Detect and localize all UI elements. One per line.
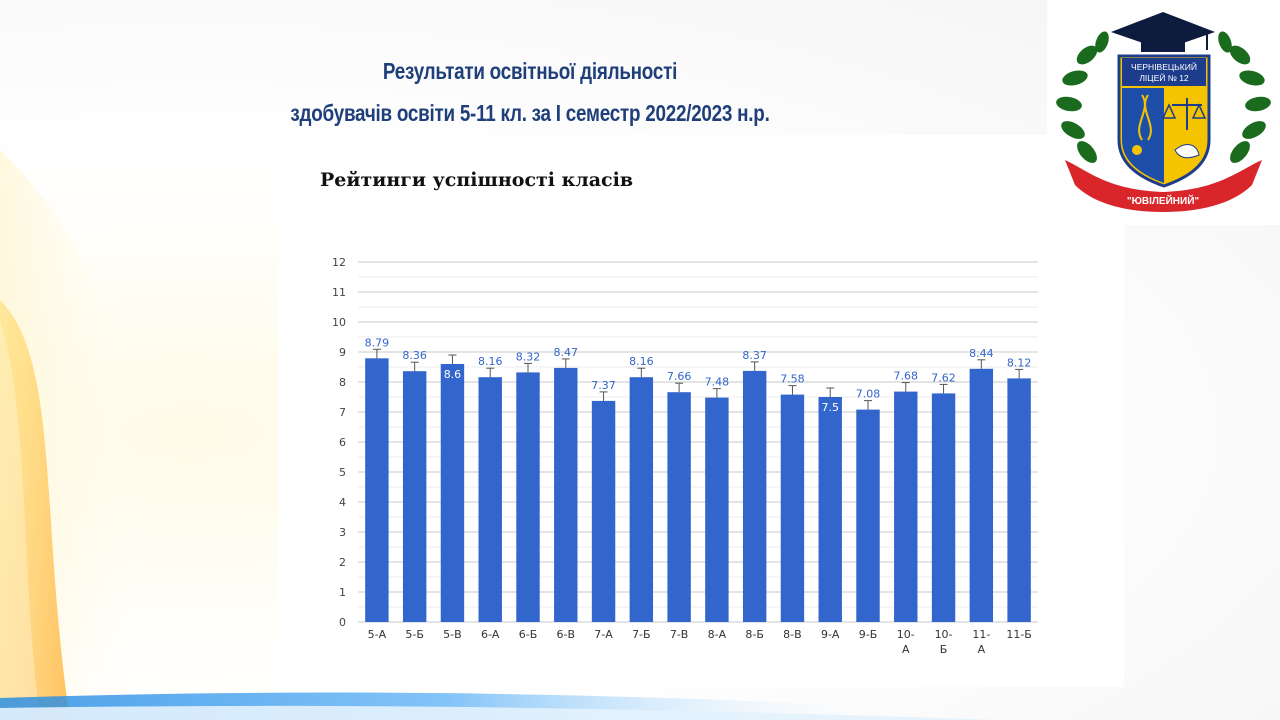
bar bbox=[667, 392, 690, 622]
data-label: 7.48 bbox=[705, 376, 730, 389]
bar bbox=[894, 392, 917, 622]
bar bbox=[479, 377, 502, 622]
x-tick-label: 6-Б bbox=[519, 628, 538, 641]
y-tick-label: 12 bbox=[332, 256, 346, 269]
left-decorative-swoosh bbox=[0, 0, 260, 720]
school-logo: ЧЕРНІВЕЦЬКИЙ ЛІЦЕЙ № 12 "ЮВІЛЕЙНИЙ" bbox=[1047, 0, 1280, 225]
y-tick-label: 4 bbox=[339, 496, 346, 509]
bar bbox=[856, 410, 879, 622]
x-tick-label: 9-А bbox=[821, 628, 840, 641]
data-label: 8.32 bbox=[516, 350, 541, 363]
x-tick-label: 7-Б bbox=[632, 628, 651, 641]
x-tick-label: 10- bbox=[897, 628, 915, 641]
bar bbox=[743, 371, 766, 622]
x-tick-label: 7-А bbox=[594, 628, 613, 641]
x-tick-label: 8-В bbox=[783, 628, 802, 641]
data-label: 8.36 bbox=[402, 349, 427, 362]
data-label: 7.62 bbox=[931, 371, 956, 384]
y-tick-label: 11 bbox=[332, 286, 346, 299]
data-label: 7.68 bbox=[894, 370, 919, 383]
data-label: 7.5 bbox=[821, 401, 839, 414]
bar bbox=[592, 401, 615, 622]
bar bbox=[970, 369, 993, 622]
data-label: 8.16 bbox=[478, 355, 503, 368]
bar bbox=[365, 358, 388, 622]
data-label: 8.16 bbox=[629, 355, 654, 368]
graduation-cap-icon bbox=[1111, 12, 1215, 52]
bar bbox=[441, 364, 464, 622]
data-label: 7.08 bbox=[856, 388, 881, 401]
x-tick-label: 5-В bbox=[443, 628, 462, 641]
bar bbox=[781, 395, 804, 622]
chart-panel: Рейтинги успішності класів 0 1 2 3 4 5 6 7 8 9 10 1… bbox=[278, 135, 1124, 687]
x-tick-label: 11-Б bbox=[1006, 628, 1032, 641]
x-tick-label: А bbox=[978, 643, 986, 656]
data-label: 8.6 bbox=[444, 368, 462, 381]
data-label: 8.12 bbox=[1007, 356, 1032, 369]
x-tick-label: 10- bbox=[935, 628, 953, 641]
x-tick-label: Б bbox=[940, 643, 948, 656]
data-label: 8.37 bbox=[742, 349, 767, 362]
x-tick-label: А bbox=[902, 643, 910, 656]
y-tick-label: 2 bbox=[339, 556, 346, 569]
x-tick-label: 6-А bbox=[481, 628, 500, 641]
x-tick-label: 8-Б bbox=[745, 628, 764, 641]
bar bbox=[516, 372, 539, 622]
y-tick-label: 1 bbox=[339, 586, 346, 599]
x-tick-label: 11- bbox=[972, 628, 990, 641]
y-tick-label: 10 bbox=[332, 316, 346, 329]
x-tick-label: 5-А bbox=[368, 628, 387, 641]
x-tick-label: 7-В bbox=[670, 628, 689, 641]
bar bbox=[403, 371, 426, 622]
data-label: 7.66 bbox=[667, 370, 692, 383]
bar bbox=[630, 377, 653, 622]
school-emblem: ЧЕРНІВЕЦЬКИЙ ЛІЦЕЙ № 12 "ЮВІЛЕЙНИЙ" bbox=[1047, 0, 1280, 225]
y-tick-label: 3 bbox=[339, 526, 346, 539]
logo-text-line-1: ЧЕРНІВЕЦЬКИЙ bbox=[1131, 61, 1197, 72]
bar bbox=[554, 368, 577, 622]
bar bbox=[932, 393, 955, 622]
y-tick-label: 9 bbox=[339, 346, 346, 359]
x-tick-label: 6-В bbox=[557, 628, 576, 641]
shield-icon: ЧЕРНІВЕЦЬКИЙ ЛІЦЕЙ № 12 bbox=[1119, 56, 1209, 186]
y-tick-label: 0 bbox=[339, 616, 346, 629]
y-tick-label: 8 bbox=[339, 376, 346, 389]
y-tick-label: 7 bbox=[339, 406, 346, 419]
logo-ribbon-text: "ЮВІЛЕЙНИЙ" bbox=[1127, 194, 1200, 207]
slide-title-line-2: здобувачів освіти 5-11 кл. за І семестр … bbox=[243, 92, 817, 134]
y-tick-label: 5 bbox=[339, 466, 346, 479]
bar bbox=[1007, 378, 1030, 622]
bar bbox=[819, 397, 842, 622]
slide-title: Результати освітньої діяльності здобувач… bbox=[243, 50, 817, 134]
logo-text-line-2: ЛІЦЕЙ № 12 bbox=[1139, 72, 1189, 83]
data-label: 7.58 bbox=[780, 373, 805, 386]
x-tick-label: 8-А bbox=[708, 628, 727, 641]
data-label: 8.44 bbox=[969, 347, 994, 360]
y-tick-label: 6 bbox=[339, 436, 346, 449]
bar bbox=[705, 398, 728, 622]
data-label: 7.37 bbox=[591, 379, 616, 392]
bar-chart: 01234567891011128.795-А8.365-Б8.65-В8.16… bbox=[278, 135, 1124, 687]
x-tick-label: 5-Б bbox=[405, 628, 424, 641]
x-tick-label: 9-Б bbox=[859, 628, 878, 641]
data-label: 8.79 bbox=[365, 336, 390, 349]
data-label: 8.47 bbox=[554, 346, 579, 359]
slide-title-line-1: Результати освітньої діяльності bbox=[243, 50, 817, 92]
